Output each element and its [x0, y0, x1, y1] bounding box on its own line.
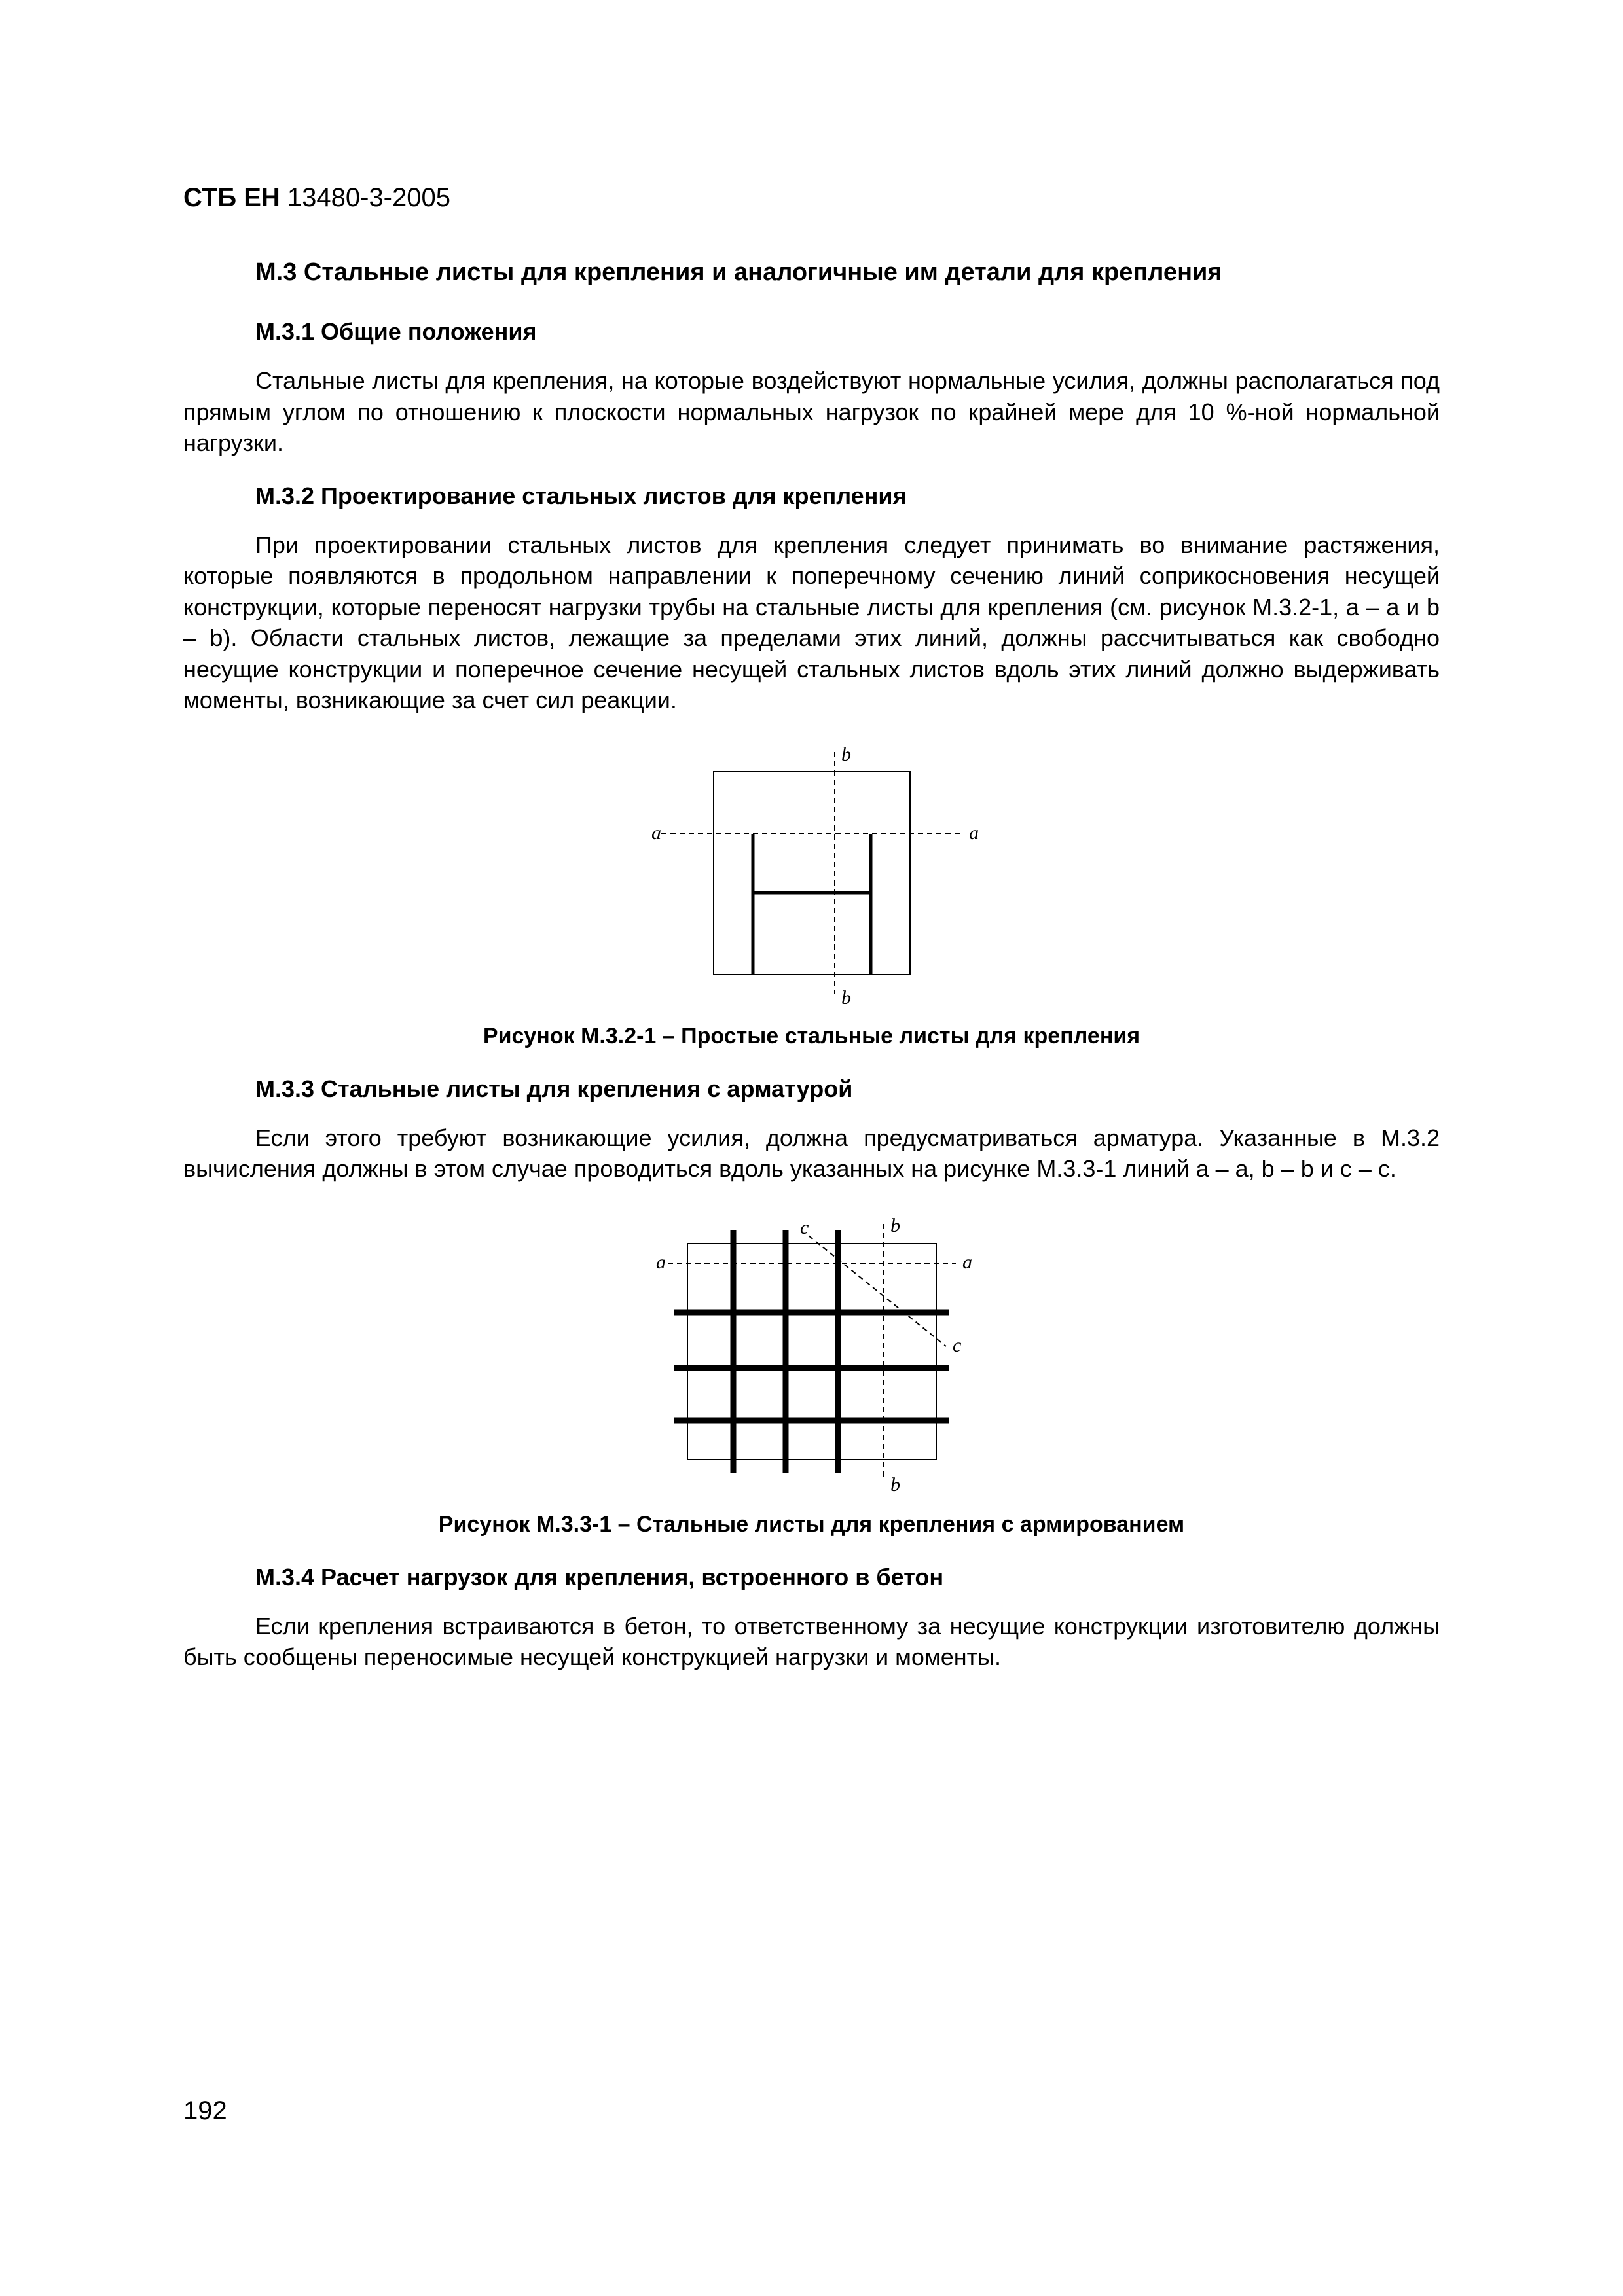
- svg-text:a: a: [651, 822, 661, 844]
- m32-text: Проектирование стальных листов для крепл…: [321, 482, 907, 509]
- svg-text:a: a: [656, 1251, 666, 1273]
- svg-text:b: b: [890, 1215, 900, 1236]
- subsection-m33-title: М.3.3 Стальные листы для крепления с арм…: [255, 1075, 1440, 1103]
- header-code: 13480-3-2005: [287, 183, 450, 212]
- subsection-m32-title: М.3.2 Проектирование стальных листов для…: [255, 482, 1440, 510]
- m34-paragraph: Если крепления встраиваются в бетон, то …: [183, 1611, 1440, 1673]
- m33-paragraph: Если этого требуют возникающие усилия, д…: [183, 1122, 1440, 1185]
- figure-m32-diagram: a a b b: [629, 742, 995, 1004]
- svg-text:a: a: [962, 1251, 972, 1273]
- page-number: 192: [183, 2096, 227, 2126]
- m33-prefix: М.3.3: [255, 1075, 321, 1102]
- figure-m33-diagram: a a b b c c: [615, 1211, 1008, 1492]
- figure-m33-wrap: a a b b c c: [183, 1211, 1440, 1492]
- section-m3-text: Стальные листы для крепления и аналогичн…: [304, 259, 1222, 286]
- m32-prefix: М.3.2: [255, 482, 321, 509]
- figure-m32-caption: Рисунок М.3.2-1 – Простые стальные листы…: [183, 1024, 1440, 1049]
- svg-text:b: b: [841, 744, 851, 765]
- svg-text:c: c: [800, 1217, 809, 1238]
- m31-paragraph: Стальные листы для крепления, на которые…: [183, 365, 1440, 459]
- svg-text:c: c: [953, 1335, 961, 1356]
- svg-text:b: b: [890, 1474, 900, 1492]
- svg-text:a: a: [969, 822, 979, 844]
- m34-prefix: М.3.4: [255, 1564, 321, 1590]
- subsection-m31-title: М.3.1 Общие положения: [255, 318, 1440, 346]
- m34-text: Расчет нагрузок для крепления, встроенно…: [321, 1564, 943, 1590]
- header-bold: СТБ ЕН: [183, 183, 287, 212]
- svg-text:b: b: [841, 987, 851, 1004]
- m31-text: Общие положения: [321, 318, 536, 345]
- subsection-m34-title: М.3.4 Расчет нагрузок для крепления, вст…: [255, 1564, 1440, 1591]
- m31-prefix: М.3.1: [255, 318, 321, 345]
- figure-m33-caption: Рисунок М.3.3-1 – Стальные листы для кре…: [183, 1512, 1440, 1537]
- m32-paragraph: При проектировании стальных листов для к…: [183, 529, 1440, 716]
- figure-m32-wrap: a a b b: [183, 742, 1440, 1004]
- section-m3-title: М.3 Стальные листы для крепления и анало…: [255, 259, 1440, 287]
- m33-text: Стальные листы для крепления с арматурой: [321, 1075, 852, 1102]
- page-content: СТБ ЕН 13480-3-2005 М.3 Стальные листы д…: [0, 0, 1623, 1757]
- document-header: СТБ ЕН 13480-3-2005: [183, 183, 1440, 213]
- section-m3-prefix: М.3: [255, 259, 304, 286]
